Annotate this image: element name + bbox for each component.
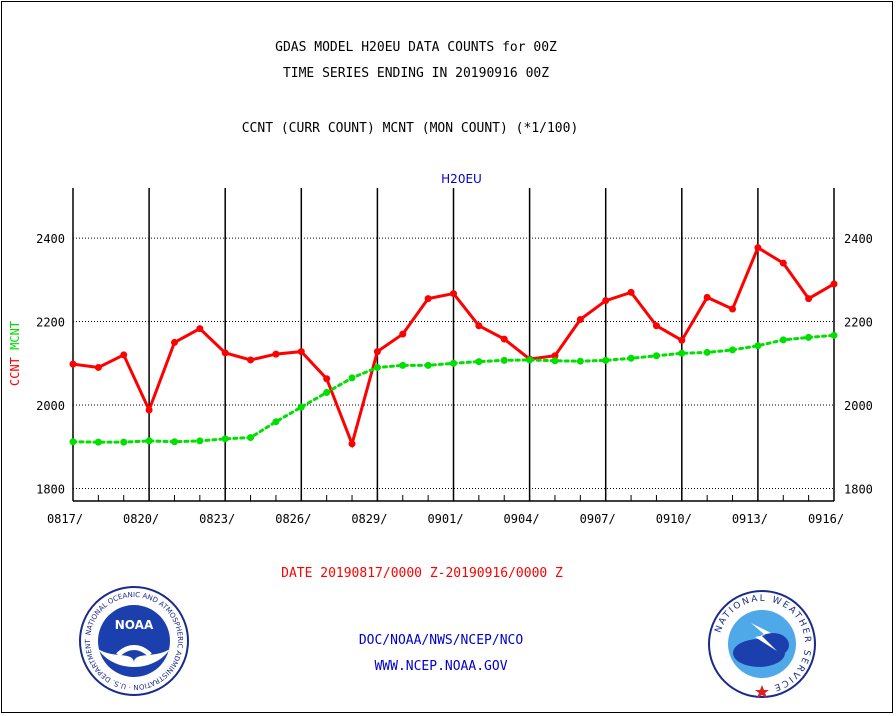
data-point-mcnt (830, 331, 838, 339)
x-tick-label: 0826/ (275, 512, 311, 526)
data-point-mcnt (678, 349, 686, 357)
data-point-ccnt (399, 330, 407, 338)
data-point-ccnt (170, 338, 178, 346)
data-point-ccnt (475, 322, 483, 330)
data-point-mcnt (551, 357, 559, 365)
x-tick-label: 0910/ (656, 512, 692, 526)
y-axis-label: CCNT MCNT (8, 321, 22, 386)
nws-logo: NATIONAL WEATHER SERVICE (708, 590, 816, 698)
data-point-ccnt (120, 351, 128, 359)
data-point-ccnt (500, 335, 508, 343)
data-point-ccnt (94, 363, 102, 371)
data-point-ccnt (450, 290, 457, 298)
chart-title-line2: TIME SERIES ENDING IN 20190916 00Z (282, 66, 550, 81)
data-point-mcnt (272, 418, 280, 426)
data-point-mcnt (729, 346, 737, 354)
x-tick-label: 0820/ (123, 512, 159, 526)
data-point-ccnt (424, 295, 432, 303)
date-range-label: DATE 20190817/0000 Z-20190916/0000 Z (281, 566, 563, 581)
data-point-mcnt (69, 438, 77, 446)
data-point-ccnt (576, 315, 584, 323)
data-point-ccnt (145, 406, 153, 414)
x-tick-label: 0817/ (47, 512, 83, 526)
data-point-mcnt (94, 438, 102, 446)
data-point-mcnt (221, 435, 229, 443)
noaa-logo: NOAA NATIONAL OCEANIC AND ATMOSPHERIC AD… (78, 585, 189, 696)
x-tick-label: 0901/ (427, 512, 463, 526)
x-tick-label: 0829/ (351, 512, 387, 526)
data-point-ccnt (779, 259, 787, 267)
x-tick-label: 0907/ (580, 512, 616, 526)
data-point-ccnt (703, 293, 711, 301)
grid-layer (73, 188, 834, 501)
data-point-mcnt (247, 434, 255, 442)
x-tick-label: 0904/ (504, 512, 540, 526)
website-link[interactable]: WWW.NCEP.NOAA.GOV (374, 659, 508, 674)
data-point-mcnt (297, 403, 305, 411)
data-point-ccnt (602, 297, 610, 305)
data-point-mcnt (779, 336, 787, 344)
data-point-mcnt (373, 363, 381, 371)
data-point-ccnt (272, 350, 280, 358)
x-tick-label: 0823/ (199, 512, 235, 526)
data-point-mcnt (323, 388, 331, 396)
data-point-mcnt (526, 356, 534, 364)
data-point-mcnt (170, 438, 178, 446)
agency-link[interactable]: DOC/NOAA/NWS/NCEP/NCO (358, 633, 524, 648)
data-point-ccnt (247, 356, 255, 364)
y-tick-label-right: 1800 (844, 482, 873, 496)
y-tick-label-left: 2000 (36, 399, 65, 413)
data-point-mcnt (602, 356, 610, 364)
data-point-ccnt (830, 280, 838, 288)
data-point-mcnt (703, 348, 711, 356)
data-point-mcnt (652, 352, 660, 360)
plot-title: H20EU (441, 172, 482, 186)
data-point-mcnt (424, 361, 432, 369)
chart-title-line1: GDAS MODEL H20EU DATA COUNTS for 00Z (275, 40, 557, 55)
x-tick-label: 0913/ (732, 512, 768, 526)
y-tick-label-right: 2200 (844, 316, 873, 330)
data-point-ccnt (805, 295, 813, 303)
y-tick-label-left: 1800 (36, 482, 65, 496)
data-point-ccnt (678, 336, 686, 344)
data-point-mcnt (399, 361, 407, 369)
data-point-mcnt (627, 354, 635, 362)
data-point-mcnt (450, 359, 457, 367)
y-tick-label-left: 2400 (36, 232, 65, 246)
y-tick-label-right: 2000 (844, 399, 873, 413)
data-point-mcnt (120, 438, 128, 446)
data-point-ccnt (551, 352, 559, 360)
x-tick-label: 0916/ (808, 512, 844, 526)
data-point-mcnt (145, 437, 153, 445)
y-tick-label-left: 2200 (36, 316, 65, 330)
data-point-ccnt (348, 440, 356, 448)
data-point-ccnt (297, 348, 305, 356)
data-point-mcnt (500, 356, 508, 364)
data-point-mcnt (754, 342, 762, 350)
data-point-mcnt (196, 437, 204, 445)
y-tick-label-right: 2400 (844, 232, 873, 246)
chart-subtitle: CCNT (CURR COUNT) MCNT (MON COUNT) (*1/1… (241, 121, 579, 136)
data-point-ccnt (754, 244, 762, 252)
data-point-mcnt (576, 357, 584, 365)
data-point-ccnt (221, 349, 229, 357)
data-point-ccnt (729, 305, 737, 313)
data-point-ccnt (627, 288, 635, 296)
data-point-ccnt (69, 360, 77, 368)
y-axis-label-mcnt: MCNT (8, 321, 22, 357)
data-point-ccnt (652, 322, 660, 330)
data-point-ccnt (323, 375, 331, 383)
noaa-logo-text: NOAA (115, 618, 154, 632)
axis-layer (72, 188, 835, 502)
data-point-ccnt (196, 325, 204, 333)
data-point-mcnt (475, 358, 483, 366)
y-axis-label-ccnt: CCNT (8, 357, 22, 386)
data-point-ccnt (373, 348, 381, 356)
series-layer (69, 244, 838, 449)
data-point-mcnt (805, 333, 813, 341)
label-layer: 1800 1800 2000 2000 2200 2200 2400 2400 0817/082… (8, 172, 873, 526)
data-point-mcnt (348, 374, 356, 382)
